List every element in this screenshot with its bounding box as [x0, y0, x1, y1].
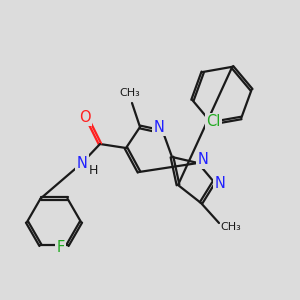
Text: N: N	[154, 119, 164, 134]
Text: N: N	[198, 152, 208, 167]
Text: N: N	[214, 176, 225, 190]
Text: Cl: Cl	[207, 114, 221, 129]
Text: H: H	[88, 164, 98, 178]
Text: O: O	[79, 110, 91, 124]
Text: CH₃: CH₃	[120, 88, 140, 98]
Text: CH₃: CH₃	[220, 222, 242, 232]
Text: F: F	[56, 240, 64, 255]
Text: N: N	[76, 155, 87, 170]
